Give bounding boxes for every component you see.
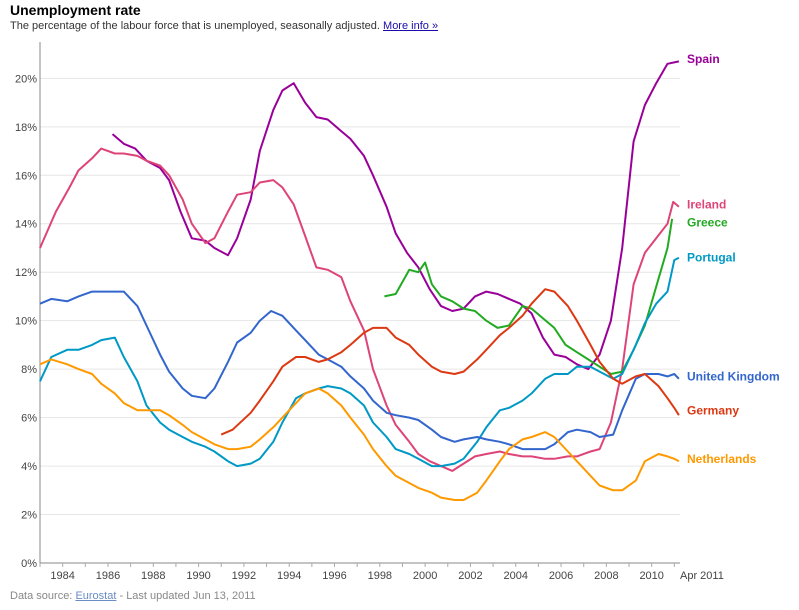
y-tick-label: 20% (15, 73, 37, 85)
y-tick-label: 2% (21, 510, 37, 522)
last-updated: - Last updated Jun 13, 2011 (119, 590, 256, 602)
chart-subtitle: The percentage of the labour force that … (10, 20, 438, 32)
series-line-spain (111, 60, 680, 371)
y-tick-label: 6% (21, 413, 37, 425)
series-label-germany: Germany (687, 403, 739, 417)
more-info-link[interactable]: More info » (383, 20, 439, 32)
x-tick-label: 1996 (322, 570, 346, 582)
y-tick-label: 12% (15, 267, 37, 279)
y-tick-label: 16% (15, 170, 37, 182)
y-tick-label: 4% (21, 461, 37, 473)
series-line-united-kingdom (39, 290, 680, 451)
x-end-label: Apr 2011 (680, 570, 724, 582)
x-tick-label: 2006 (549, 570, 573, 582)
x-tick-label: 2008 (594, 570, 618, 582)
y-tick-label: 18% (15, 122, 37, 134)
x-tick-label: 1986 (96, 570, 120, 582)
footer: Data source: Eurostat - Last updated Jun… (10, 590, 256, 602)
x-tick-label: 2010 (639, 570, 663, 582)
series-line-netherlands (39, 358, 680, 501)
source-prefix: Data source: (10, 590, 73, 602)
x-tick-label: 1990 (186, 570, 210, 582)
series-label-netherlands: Netherlands (687, 452, 757, 466)
x-tick-label: 1984 (50, 570, 74, 582)
x-tick-label: 2000 (413, 570, 437, 582)
y-tick-label: 10% (15, 316, 37, 328)
x-tick-label: 2004 (504, 570, 528, 582)
series-line-greece (384, 218, 674, 375)
x-tick-label: 1998 (368, 570, 392, 582)
series-label-spain: Spain (687, 52, 720, 66)
chart-title: Unemployment rate (10, 2, 141, 18)
y-tick-label: 8% (21, 364, 37, 376)
x-tick-label: 1988 (141, 570, 165, 582)
subtitle-text: The percentage of the labour force that … (10, 20, 380, 32)
x-tick-label: 2002 (458, 570, 482, 582)
series-label-united-kingdom: United Kingdom (687, 369, 780, 383)
series-label-greece: Greece (687, 216, 728, 230)
series-label-ireland: Ireland (687, 197, 726, 211)
series-label-portugal: Portugal (687, 251, 736, 265)
x-tick-label: 1994 (277, 570, 301, 582)
series-line-portugal (39, 256, 680, 468)
x-tick-label: 1992 (232, 570, 256, 582)
y-tick-label: 0% (21, 558, 37, 570)
series-line-germany (220, 288, 680, 436)
source-link[interactable]: Eurostat (75, 590, 117, 602)
series-line-ireland (39, 147, 680, 472)
y-tick-label: 14% (15, 219, 37, 231)
